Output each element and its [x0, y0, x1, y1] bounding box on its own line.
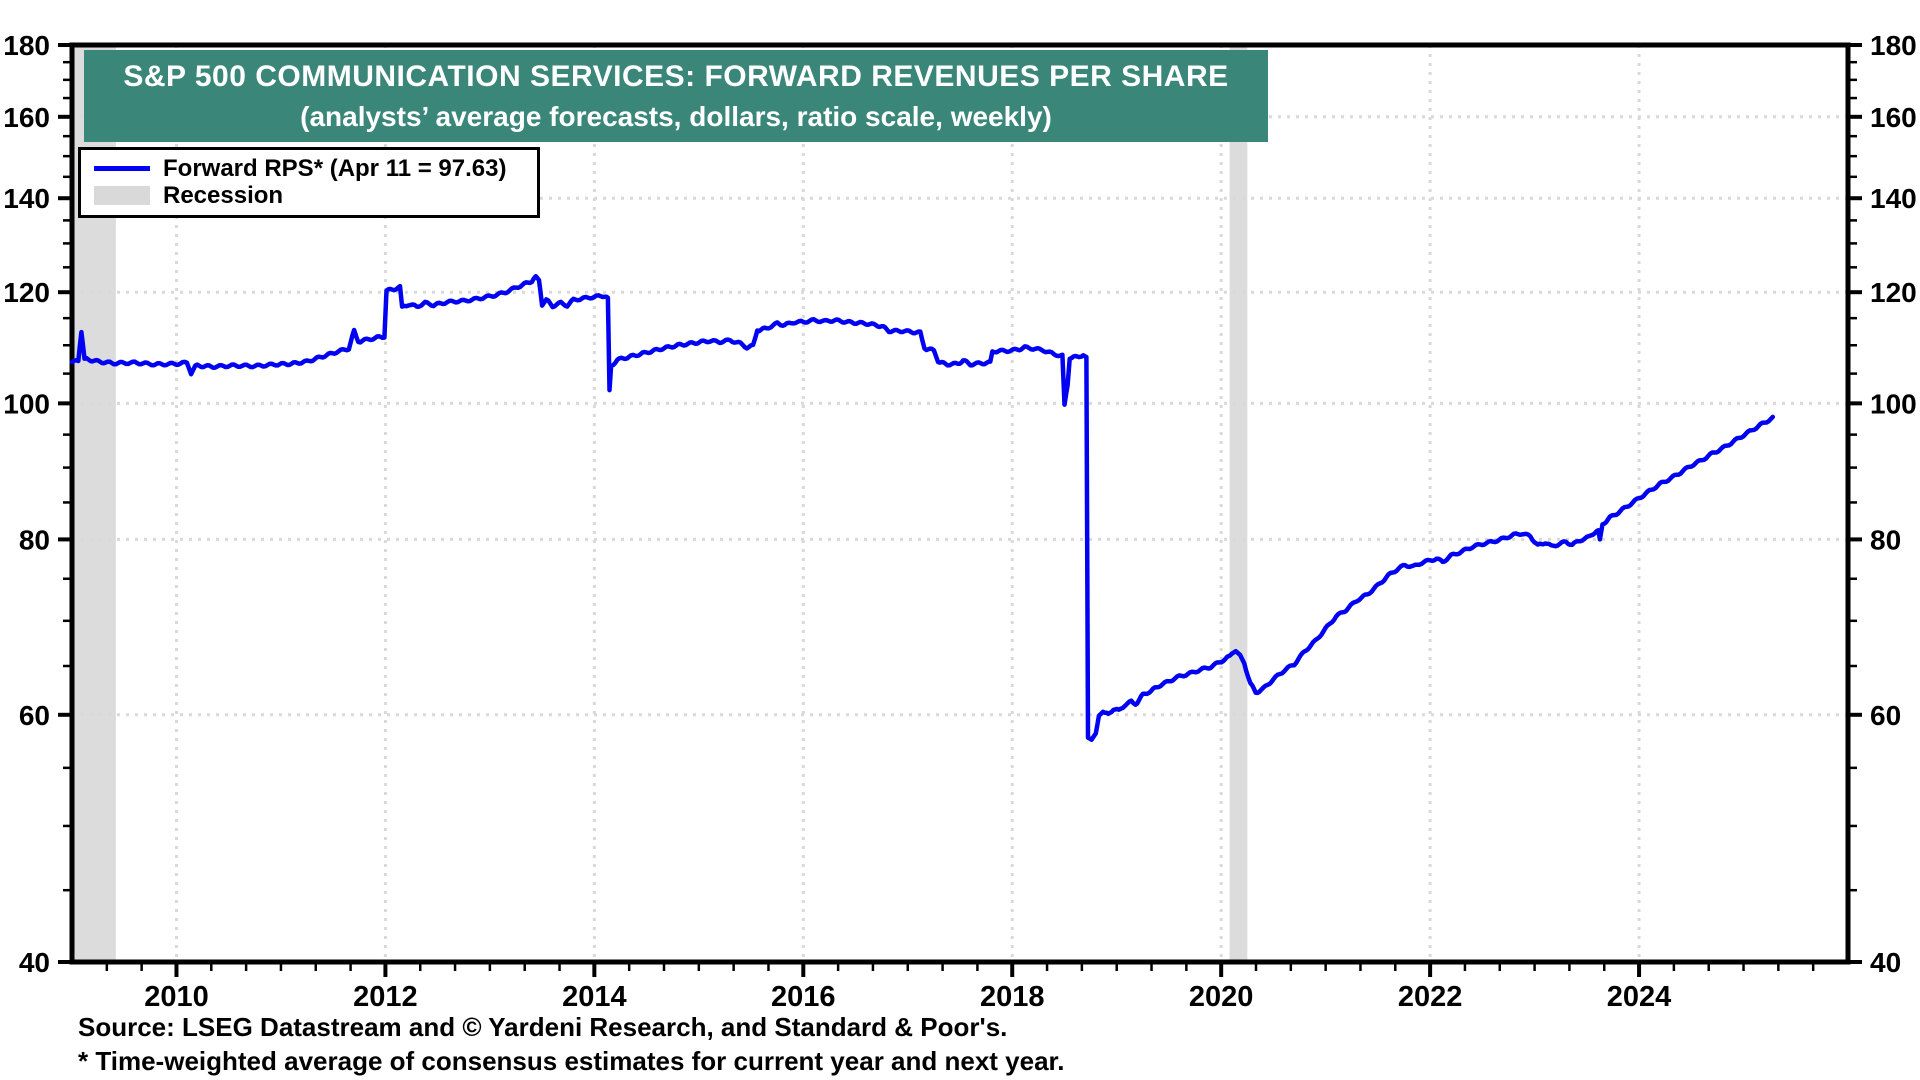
series-line-swatch [94, 166, 150, 171]
x-axis-label: 2016 [771, 981, 836, 1013]
series-legend-label: Forward RPS* (Apr 11 = 97.63) [163, 154, 507, 182]
chart-title: S&P 500 COMMUNICATION SERVICES: FORWARD … [123, 59, 1229, 93]
recession-band [1229, 45, 1248, 962]
recession-swatch [94, 186, 150, 205]
x-axis-label: 2010 [144, 981, 209, 1013]
recession-legend-label: Recession [163, 181, 284, 209]
y-axis-label-right: 60 [1870, 700, 1901, 731]
x-axis-label: 2014 [562, 981, 627, 1013]
legend-row-recession: Recession [94, 182, 537, 209]
forward-rps-line [69, 273, 1776, 742]
plot-frame [69, 42, 1851, 965]
chart-subtitle: (analysts’ average forecasts, dollars, r… [300, 100, 1052, 132]
chart-title-box: S&P 500 COMMUNICATION SERVICES: FORWARD … [84, 50, 1268, 142]
y-axis-label-right: 140 [1870, 183, 1917, 214]
y-axis-label-right: 120 [1870, 277, 1917, 308]
y-axis-label-left: 120 [3, 277, 50, 308]
y-axis-label-left: 60 [19, 700, 50, 731]
y-axis-label-right: 80 [1870, 524, 1901, 555]
y-axis-label-left: 80 [19, 524, 50, 555]
x-axis-label: 2012 [353, 981, 418, 1013]
y-axis-label-left: 100 [3, 388, 50, 419]
x-axis-label: 2022 [1398, 981, 1463, 1013]
axis-labels: 40 40 60 60 80 80 100 100 120 120 140 140 160 160 180 1… [3, 30, 1916, 1013]
y-axis-label-right: 180 [1870, 30, 1917, 61]
legend: Forward RPS* (Apr 11 = 97.63) Recession [78, 147, 540, 218]
x-axis-label: 2018 [980, 981, 1045, 1013]
y-axis-label-left: 40 [19, 947, 50, 978]
y-axis-label-right: 100 [1870, 388, 1917, 419]
x-axis-label: 2024 [1607, 981, 1672, 1013]
y-axis-label-right: 40 [1870, 947, 1901, 978]
legend-row-series: Forward RPS* (Apr 11 = 97.63) [94, 155, 537, 182]
y-axis-label-left: 180 [3, 30, 50, 61]
source-text: Source: LSEG Datastream and © Yardeni Re… [78, 1012, 1008, 1042]
footnote-text: * Time-weighted average of consensus est… [78, 1046, 1065, 1076]
y-axis-label-left: 140 [3, 183, 50, 214]
y-axis-label-right: 160 [1870, 102, 1917, 133]
x-axis-label: 2020 [1189, 981, 1254, 1013]
y-axis-label-left: 160 [3, 102, 50, 133]
